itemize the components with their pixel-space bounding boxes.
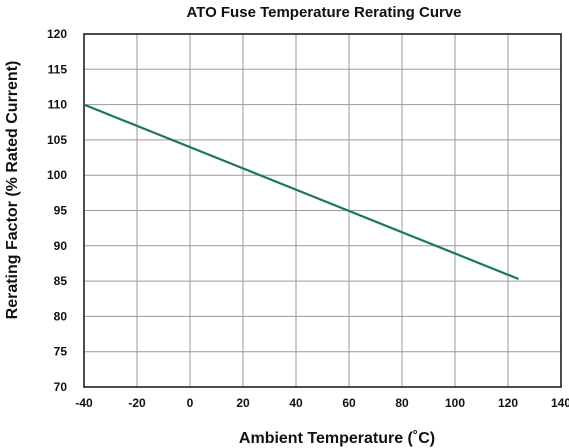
grid bbox=[83, 33, 562, 388]
x-tick-label: 60 bbox=[342, 396, 356, 410]
y-axis-title: Rerating Factor (% Rated Current) bbox=[4, 61, 21, 320]
x-tick-label: 0 bbox=[187, 396, 194, 410]
x-tick-label: 100 bbox=[445, 396, 465, 410]
x-tick-label: 140 bbox=[551, 396, 569, 410]
x-tick-label: 80 bbox=[395, 396, 409, 410]
x-tick-label: -20 bbox=[128, 396, 146, 410]
y-tick-label: 110 bbox=[48, 98, 68, 112]
x-tick-label: 40 bbox=[289, 396, 303, 410]
y-tick-label: 70 bbox=[54, 380, 68, 394]
x-axis-title: Ambient Temperature (˚C) bbox=[239, 430, 435, 447]
y-tick-label: 85 bbox=[54, 274, 68, 288]
x-tick-labels: -40 -20 0 20 40 60 80 100 120 140 bbox=[75, 396, 569, 410]
y-tick-label: 75 bbox=[54, 345, 68, 359]
x-tick-label: 20 bbox=[236, 396, 250, 410]
x-tick-label: -40 bbox=[75, 396, 93, 410]
y-tick-label: 90 bbox=[54, 239, 68, 253]
y-tick-label: 120 bbox=[47, 27, 67, 41]
series-group bbox=[83, 103, 520, 281]
y-tick-label: 105 bbox=[47, 133, 67, 147]
y-tick-label: 80 bbox=[54, 309, 68, 323]
chart-title: ATO Fuse Temperature Rerating Curve bbox=[186, 4, 461, 21]
series-line-0 bbox=[83, 103, 520, 281]
y-tick-labels: 70 75 80 85 90 95 100 105 110 115 120 bbox=[47, 27, 67, 394]
plot-frame bbox=[83, 33, 562, 388]
y-tick-label: 100 bbox=[47, 168, 67, 182]
y-tick-label: 115 bbox=[48, 62, 68, 76]
x-tick-label: 120 bbox=[498, 396, 518, 410]
y-tick-label: 95 bbox=[54, 204, 68, 218]
